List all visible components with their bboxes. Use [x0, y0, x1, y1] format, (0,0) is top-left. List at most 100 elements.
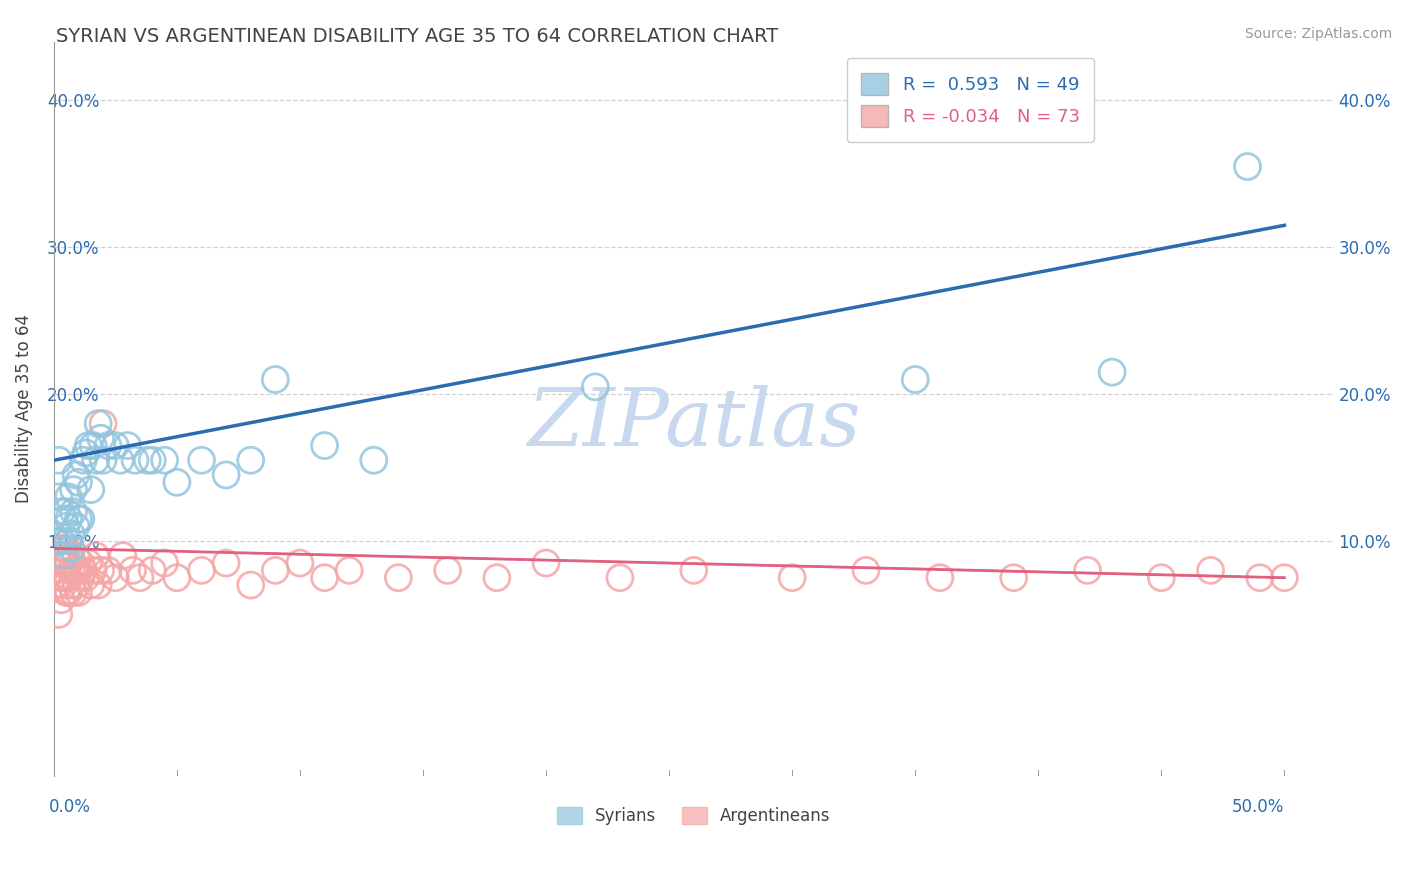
Point: [141, 453, 163, 467]
Text: 0.0%: 0.0%: [49, 798, 91, 816]
Point: [855, 563, 877, 577]
Point: [111, 549, 134, 563]
Point: [1274, 571, 1296, 585]
Point: [70, 571, 93, 585]
Point: [84, 453, 107, 467]
Point: [58, 571, 80, 585]
Point: [104, 439, 127, 453]
Point: [534, 556, 557, 570]
Point: [387, 571, 409, 585]
Point: [65, 578, 87, 592]
Point: [153, 453, 176, 467]
Point: [97, 563, 120, 577]
Point: [65, 549, 87, 563]
Point: [75, 571, 97, 585]
Point: [288, 556, 311, 570]
Point: [48, 490, 70, 504]
Point: [67, 585, 90, 599]
Point: [58, 512, 80, 526]
Point: [51, 592, 73, 607]
Point: [52, 549, 75, 563]
Point: [190, 563, 212, 577]
Point: [60, 526, 83, 541]
Point: [58, 490, 80, 504]
Point: [55, 519, 77, 533]
Point: [45, 578, 67, 592]
Text: Source: ZipAtlas.com: Source: ZipAtlas.com: [1244, 27, 1392, 41]
Point: [62, 505, 84, 519]
Point: [55, 541, 77, 556]
Point: [60, 563, 83, 577]
Point: [65, 519, 87, 533]
Point: [77, 439, 100, 453]
Point: [780, 571, 803, 585]
Point: [104, 571, 127, 585]
Point: [48, 556, 70, 570]
Point: [87, 578, 110, 592]
Point: [904, 372, 927, 386]
Point: [45, 534, 67, 549]
Point: [51, 534, 73, 549]
Point: [72, 453, 94, 467]
Point: [1076, 563, 1098, 577]
Point: [97, 439, 120, 453]
Point: [485, 571, 508, 585]
Point: [62, 585, 84, 599]
Point: [52, 556, 75, 570]
Point: [82, 439, 104, 453]
Point: [117, 439, 139, 453]
Point: [190, 453, 212, 467]
Point: [70, 556, 93, 570]
Point: [55, 585, 77, 599]
Point: [58, 585, 80, 599]
Point: [67, 512, 90, 526]
Point: [58, 534, 80, 549]
Point: [91, 417, 114, 431]
Point: [51, 505, 73, 519]
Point: [62, 563, 84, 577]
Point: [52, 512, 75, 526]
Point: [239, 578, 262, 592]
Point: [48, 453, 70, 467]
Point: [65, 563, 87, 577]
Point: [45, 549, 67, 563]
Point: [45, 534, 67, 549]
Point: [67, 475, 90, 490]
Point: [84, 549, 107, 563]
Point: [239, 453, 262, 467]
Point: [91, 453, 114, 467]
Point: [215, 556, 238, 570]
Point: [1236, 160, 1258, 174]
Point: [1002, 571, 1025, 585]
Point: [51, 549, 73, 563]
Text: 50.0%: 50.0%: [1232, 798, 1285, 816]
Point: [136, 453, 159, 467]
Point: [77, 556, 100, 570]
Point: [60, 549, 83, 563]
Point: [928, 571, 950, 585]
Point: [337, 563, 360, 577]
Point: [166, 475, 188, 490]
Point: [1101, 365, 1123, 379]
Point: [110, 453, 132, 467]
Point: [55, 571, 77, 585]
Point: [1199, 563, 1222, 577]
Point: [124, 453, 146, 467]
Point: [48, 549, 70, 563]
Point: [153, 556, 176, 570]
Point: [48, 578, 70, 592]
Point: [75, 446, 97, 460]
Point: [80, 578, 103, 592]
Point: [60, 578, 83, 592]
Point: [314, 439, 336, 453]
Point: [363, 453, 385, 467]
Legend: R =  0.593   N = 49, R = -0.034   N = 73: R = 0.593 N = 49, R = -0.034 N = 73: [846, 58, 1094, 142]
Point: [67, 563, 90, 577]
Point: [1150, 571, 1173, 585]
Point: [58, 556, 80, 570]
Point: [1249, 571, 1271, 585]
Point: [215, 467, 238, 482]
Point: [70, 512, 93, 526]
Point: [166, 571, 188, 585]
Point: [87, 417, 110, 431]
